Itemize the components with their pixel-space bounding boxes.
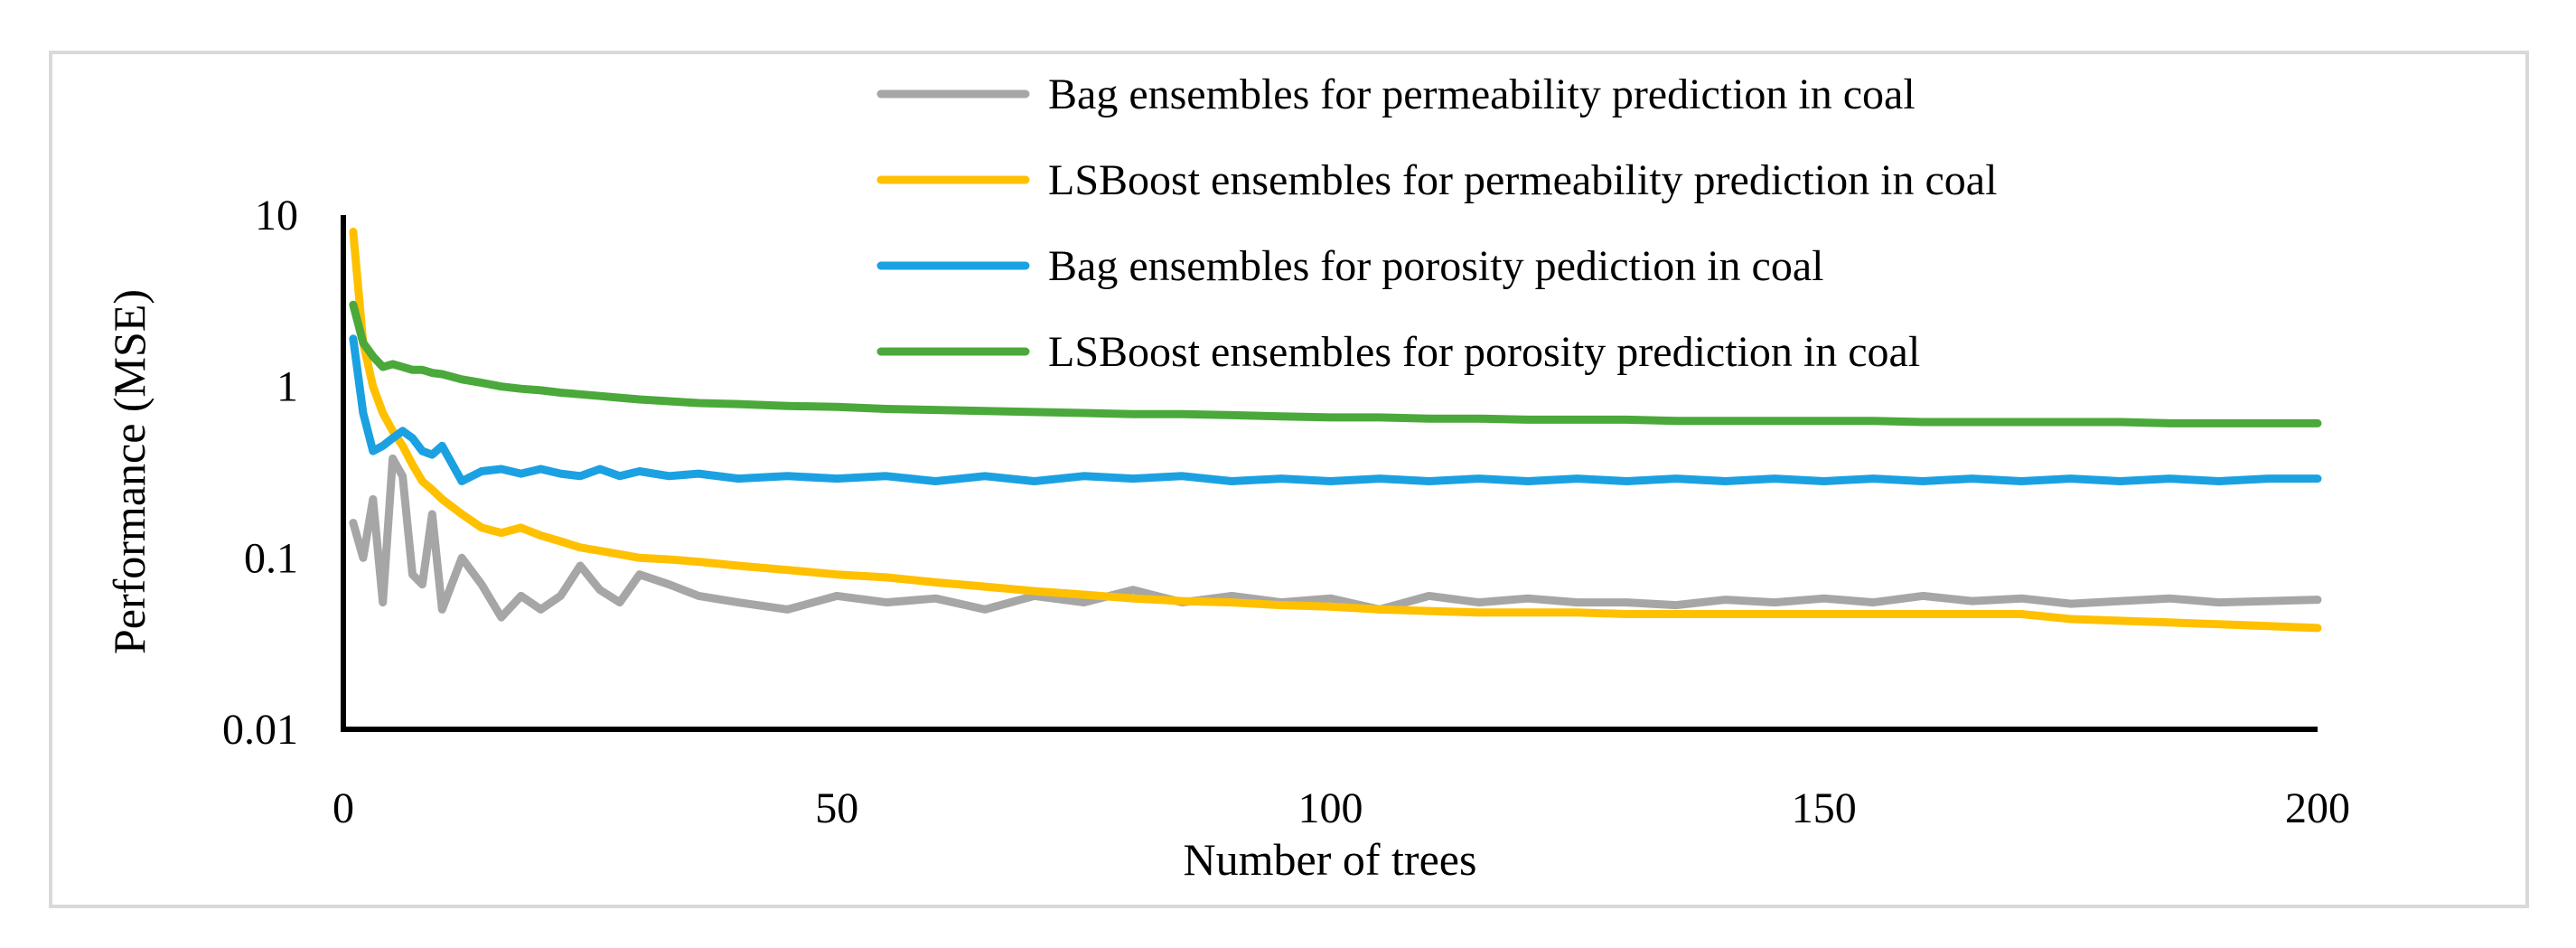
series-layer (349, 227, 2322, 633)
series-line-3 (349, 334, 2322, 485)
y-tick-label: 10 (255, 192, 298, 239)
x-tick-label: 50 (815, 784, 858, 832)
series-line-2 (349, 227, 2322, 633)
legend-label-3: Bag ensembles for porosity pediction in … (1048, 242, 1823, 290)
y-tick-label: 1 (276, 363, 298, 411)
legend-label-4: LSBoost ensembles for porosity predictio… (1048, 328, 1920, 376)
x-tick-labels: 0 50 100 150 200 (333, 784, 2350, 832)
y-tick-label: 0.1 (244, 534, 298, 582)
y-tick-labels: 10 1 0.1 0.01 (222, 192, 298, 754)
x-tick-label: 100 (1298, 784, 1363, 832)
legend-label-1: Bag ensembles for permeability predictio… (1048, 70, 1916, 118)
series-line-1 (349, 454, 2322, 622)
series-line-4 (349, 300, 2322, 427)
x-tick-label: 150 (1792, 784, 1857, 832)
y-tick-label: 0.01 (222, 706, 298, 754)
legend: Bag ensembles for permeability predictio… (876, 70, 1997, 376)
legend-label-2: LSBoost ensembles for permeability predi… (1048, 156, 1997, 204)
x-tick-label: 200 (2285, 784, 2350, 832)
y-axis-label: Performance (MSE) (104, 289, 155, 654)
x-axis-label: Number of trees (1184, 834, 1477, 885)
x-tick-label: 0 (333, 784, 354, 832)
